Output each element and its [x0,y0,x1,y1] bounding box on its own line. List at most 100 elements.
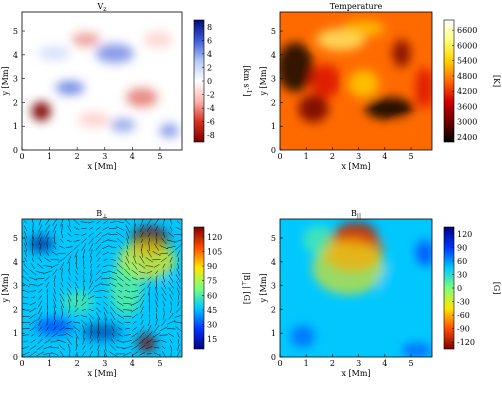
colorbar-tick-label: 30 [457,270,467,279]
x-tick-label: 0 [277,359,282,368]
panel-4: 0 1 2 3 4 5 0 1 2 3 4 5 x [Mm] y [Mm] B|| -120 -90 -60 -30… [259,209,501,378]
x-axis-label: x [Mm] [87,162,116,171]
colorbar-tick-label: 2 [207,63,212,72]
colorbar-tick-label: 90 [207,262,217,271]
colorbar-tick-label: 8 [207,23,212,32]
colorbar-tick-label: 4200 [457,87,477,96]
y-tick-label: 4 [271,258,276,267]
panel-title: B⊥ [96,209,108,220]
colorbar-tick-label: 120 [207,233,222,242]
y-tick-label: 0 [271,353,276,362]
y-tick-label: 2 [271,98,276,107]
y-tick-label: 2 [271,305,276,314]
y-tick-label: 1 [13,122,18,131]
x-tick-label: 5 [408,359,413,368]
x-tick-label: 4 [130,359,135,368]
heatmap-image [22,12,182,150]
y-axis-label: y [Mm] [259,66,268,96]
colorbar [443,19,455,143]
y-tick-label: 4 [13,258,18,267]
y-tick-label: 4 [13,51,18,60]
vector-field-overlay [22,219,182,357]
colorbar-label: [km s-1] [242,65,252,96]
x-tick-label: 1 [47,359,52,368]
y-axis-label: y [Mm] [259,273,268,303]
x-tick-label: 1 [304,359,309,368]
colorbar-tick-label: -8 [207,131,215,140]
colorbar-tick-label: -90 [457,325,470,334]
colorbar-tick-label: 15 [207,335,217,344]
x-tick-label: 4 [382,359,387,368]
colorbar-tick-label: 4 [207,50,212,59]
colorbar-tick-label: 30 [207,321,217,330]
y-tick-label: 4 [271,51,276,60]
colorbar-label: [G] [492,282,501,295]
colorbar-tick-label: 0 [457,284,462,293]
heatmap-image [22,219,182,357]
colorbar-tick-label: -6 [207,118,215,127]
y-tick-label: 5 [271,234,276,243]
x-tick-label: 2 [75,359,80,368]
colorbar-tick-label: 6 [207,36,212,45]
heatmap-image [280,219,432,357]
colorbar-tick-label: 5400 [457,57,477,66]
colorbar-tick-label: 0 [207,77,212,86]
panel-1: 0 1 2 3 4 5 0 1 2 3 4 5 x [Mm] y [Mm] Vz -8 -6 -4 -2 0 2 4 6 8 [… [1,2,252,171]
x-tick-label: 4 [382,152,387,161]
colorbar [193,226,205,350]
y-tick-label: 3 [13,75,18,84]
y-tick-label: 1 [271,122,276,131]
y-tick-label: 0 [13,353,18,362]
colorbar-tick-label: 2400 [457,133,477,142]
x-tick-label: 1 [304,152,309,161]
x-tick-label: 2 [330,359,335,368]
colorbar-tick-label: 3000 [457,118,477,127]
y-tick-label: 2 [13,98,18,107]
y-axis-label: y [Mm] [1,66,10,96]
x-tick-label: 3 [102,359,107,368]
colorbar-tick-label: 60 [457,257,467,266]
x-tick-label: 3 [356,152,361,161]
colorbar-tick-label: 90 [457,243,467,252]
heatmap-image [280,12,432,150]
colorbar-tick-label: -60 [457,311,470,320]
y-tick-label: 0 [13,146,18,155]
x-tick-label: 2 [75,152,80,161]
colorbar-label: |B⊥| [G] [240,272,251,304]
colorbar-tick-label: 6000 [457,41,477,50]
x-axis-label: x [Mm] [341,369,370,378]
x-tick-label: 2 [330,152,335,161]
x-tick-label: 3 [102,152,107,161]
colorbar-tick-label: 105 [207,247,222,256]
y-tick-label: 1 [271,329,276,338]
colorbar-tick-label: 3600 [457,102,477,111]
panel-title: B|| [351,209,361,220]
x-tick-label: 3 [356,359,361,368]
colorbar-label: [K] [492,75,501,87]
y-tick-label: 5 [13,234,18,243]
y-tick-label: 5 [13,27,18,36]
y-tick-label: 5 [271,27,276,36]
colorbar-tick-label: 60 [207,291,217,300]
colorbar-tick-label: 4800 [457,72,477,81]
x-tick-label: 5 [157,359,162,368]
y-axis-label: y [Mm] [1,273,10,303]
colorbar-tick-label: -30 [457,298,470,307]
colorbar-tick-label: 6600 [457,26,477,35]
y-tick-label: 0 [271,146,276,155]
colorbar-tick-label: 120 [457,230,472,239]
x-tick-label: 4 [130,152,135,161]
x-tick-label: 0 [19,152,24,161]
x-tick-label: 0 [19,359,24,368]
y-tick-label: 1 [13,329,18,338]
panel-title: Temperature [330,2,383,11]
colorbar-tick-label: 75 [207,277,217,286]
plot-frame [21,218,183,358]
y-tick-label: 3 [271,282,276,291]
plot-frame [279,218,433,358]
y-tick-label: 3 [13,282,18,291]
colorbar-tick-label: -120 [457,338,475,347]
x-axis-label: x [Mm] [341,162,370,171]
